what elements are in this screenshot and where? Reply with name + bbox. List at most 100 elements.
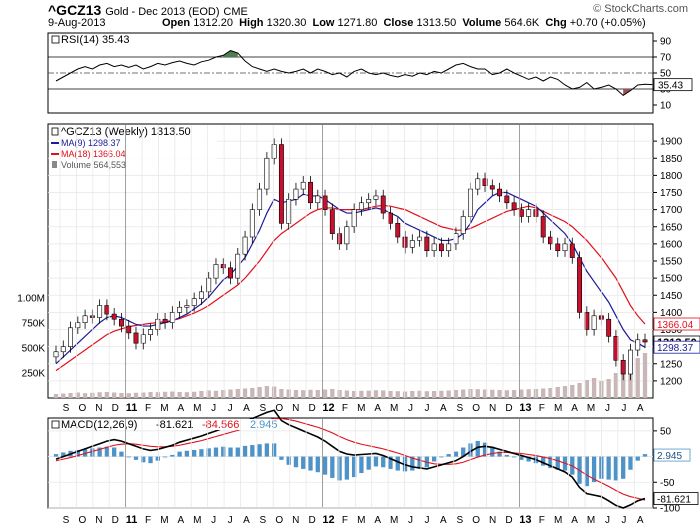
macd-hist-bar xyxy=(53,454,59,457)
volume-bar xyxy=(257,387,262,398)
macd-hist-bar xyxy=(126,456,131,458)
ma9-last-box-label: 1298.37 xyxy=(657,343,694,354)
macd-hist-bar xyxy=(279,456,284,460)
volume-bar xyxy=(504,390,509,398)
macd-hist-bar xyxy=(97,447,102,457)
volume-bar xyxy=(206,390,211,398)
candle-body xyxy=(249,209,255,238)
x-tick-label: M xyxy=(587,403,595,414)
x-tick-label: J xyxy=(605,403,610,414)
volume-bar xyxy=(330,389,335,398)
volume-bar xyxy=(541,388,546,398)
macd-hist-bar xyxy=(184,450,190,457)
macd-hist-bar xyxy=(148,456,153,464)
candle-body xyxy=(409,240,415,248)
volume-bar xyxy=(482,389,488,398)
x-tick-label: O xyxy=(275,515,283,526)
candle-body xyxy=(460,216,466,234)
x-tick-label: M xyxy=(554,403,562,414)
macd-hist-bar xyxy=(228,447,233,457)
volume-bar xyxy=(431,391,437,398)
rsi-tick-label: 10 xyxy=(660,101,672,112)
volume-bar xyxy=(446,390,451,398)
volume-bar xyxy=(184,392,190,398)
volume-bar xyxy=(97,392,102,398)
macd-hist-bar xyxy=(75,449,80,457)
volume-bar xyxy=(410,391,415,398)
macd-tick-label: -100 xyxy=(660,504,680,515)
volume-bar xyxy=(53,394,59,398)
volume-bar xyxy=(439,390,444,398)
price-panel: 1900 1850 1800 1750 1700 1650 1600 1550 1500 1450… xyxy=(17,123,700,399)
macd-hist-bar xyxy=(112,447,117,457)
volume-bar xyxy=(170,391,175,398)
candle-body xyxy=(68,327,73,347)
x-tick-label: D xyxy=(308,403,315,414)
macd-hist-bar xyxy=(366,456,371,470)
volume-bar xyxy=(235,389,240,398)
volume-bar xyxy=(271,386,277,398)
volume-value: 564.6K xyxy=(504,17,540,29)
candle-body xyxy=(591,315,597,330)
rsi-tick-label: 70 xyxy=(660,53,672,64)
price-legend-entry: Volume 564,553 xyxy=(61,160,126,170)
x-tick-label: J xyxy=(621,515,626,526)
macd-hist-bar xyxy=(475,440,480,457)
volume-bar xyxy=(570,385,575,398)
candle-body xyxy=(555,243,561,252)
candle-body xyxy=(511,202,517,210)
price-tick-label: 1900 xyxy=(660,137,683,148)
macd-last-box xyxy=(653,492,699,505)
volume-bar xyxy=(199,391,204,398)
macd-hist-bar xyxy=(621,456,626,479)
candle-body xyxy=(475,178,481,190)
x-tick-label: N xyxy=(292,403,299,414)
macd-line xyxy=(55,409,646,509)
symbol-description: Gold - Dec 2013 (EOD) xyxy=(105,6,220,18)
macd-hist-bar xyxy=(490,446,495,457)
candle-body xyxy=(177,306,183,313)
price-tick-label: 1350 xyxy=(660,325,683,336)
x-tick-label: D xyxy=(505,403,512,414)
x-tick-label: S xyxy=(456,403,463,414)
candle-body xyxy=(286,199,292,224)
volume-bar xyxy=(133,392,139,398)
macd-hist-bar xyxy=(162,456,168,458)
candle-body xyxy=(126,325,132,334)
candle-body xyxy=(620,360,626,375)
x-tick-label: J xyxy=(211,515,216,526)
x-tick-label: M xyxy=(390,515,398,526)
rsi-last-value: 35.43 xyxy=(658,81,683,92)
volume-bar xyxy=(68,393,73,398)
candle-body xyxy=(206,277,212,293)
volume-bar xyxy=(308,389,313,398)
volume-bar xyxy=(490,389,495,398)
x-tick-label: A xyxy=(243,403,250,414)
x-tick-label: J xyxy=(621,403,626,414)
x-tick-label: J xyxy=(228,515,233,526)
volume-bar xyxy=(126,393,131,398)
macd-hist-bar xyxy=(264,443,270,457)
volume-bar xyxy=(635,358,640,398)
volume-bar xyxy=(606,379,611,398)
price-tick-label: 1500 xyxy=(660,274,683,285)
candle-body xyxy=(482,178,488,186)
volume-bar xyxy=(286,389,291,398)
price-tick-label: 1800 xyxy=(660,171,683,182)
volume-bar xyxy=(577,383,582,398)
macd-legend-swatch xyxy=(51,420,60,429)
rsi-legend-swatch xyxy=(51,35,60,44)
candle-body xyxy=(278,144,284,224)
volume-bar xyxy=(388,391,393,398)
macd-hist-bar xyxy=(642,454,648,457)
macd-hist-bar xyxy=(431,456,437,462)
candle-body xyxy=(329,209,335,234)
macd-hist-bar xyxy=(351,456,357,478)
x-tick-label: D xyxy=(112,403,119,414)
x-tick-label: A xyxy=(440,515,447,526)
macd-legend-signal: -84.566 xyxy=(202,419,239,431)
chart-header: ^GCZ13 Gold - Dec 2013 (EOD) CME 9-Aug-2… xyxy=(0,0,700,32)
macd-tick-label: 50 xyxy=(660,426,672,437)
volume-bar xyxy=(591,378,597,398)
rsi-legend: RSI(14) 35.43 xyxy=(61,34,129,46)
